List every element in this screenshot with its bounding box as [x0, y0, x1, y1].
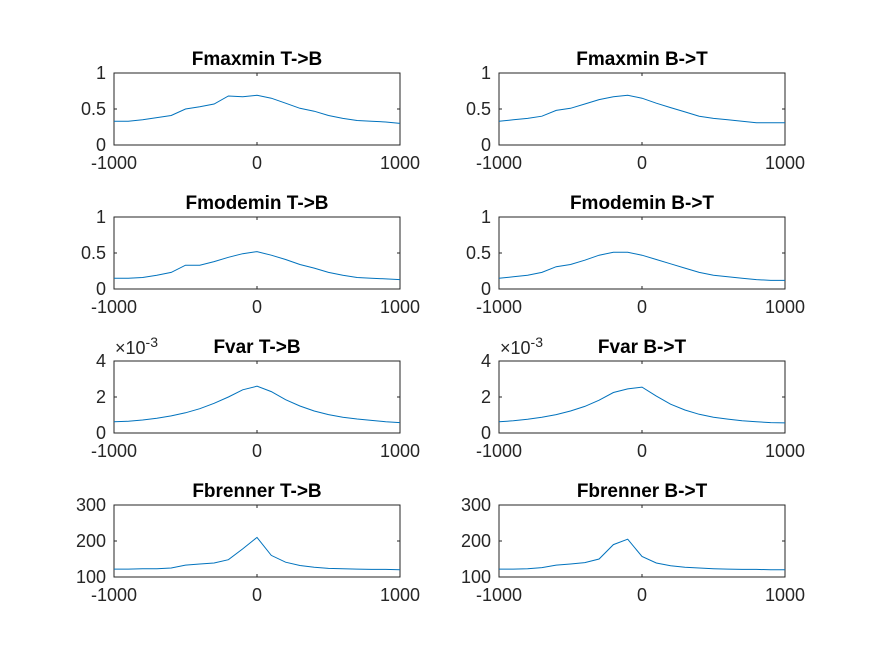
x-tick-label: -1000: [476, 153, 522, 173]
x-tick-label: 1000: [380, 441, 420, 461]
y-tick-label: 0: [481, 423, 491, 443]
x-tick-label: 0: [637, 585, 647, 605]
subplot-title: Fvar T->B: [213, 337, 300, 358]
axes-box: [498, 360, 786, 434]
subplot-7: 100 200 300 -1000 0 1000 Fbrenner T->B: [76, 481, 420, 605]
series-line: [114, 94, 401, 124]
x-tick-label: 0: [637, 441, 647, 461]
series-line: [113, 385, 401, 424]
y-tick-label: 0: [96, 423, 106, 443]
y-tick-label: 100: [461, 567, 491, 587]
x-tick-label: 1000: [765, 153, 805, 173]
x-tick-label: 0: [252, 297, 262, 317]
y-axis-multiplier: ×10-3: [115, 334, 158, 358]
subplot-title: Fvar B->T: [598, 337, 687, 358]
series-line: [498, 251, 785, 281]
x-tick-label: 1000: [380, 153, 420, 173]
x-tick-label: -1000: [91, 297, 137, 317]
x-tick-label: 0: [252, 585, 262, 605]
x-tick-label: 1000: [765, 441, 805, 461]
series-line: [498, 386, 786, 424]
y-tick-label: 1: [481, 207, 491, 227]
axes-box: [498, 72, 786, 146]
axes-box: [498, 504, 786, 578]
y-tick-label: 2: [481, 387, 491, 407]
y-tick-label: 0.5: [466, 99, 491, 119]
x-tick-label: 1000: [380, 297, 420, 317]
x-tick-label: -1000: [91, 441, 137, 461]
series-line: [498, 94, 785, 124]
axes-box: [113, 504, 401, 578]
y-tick-label: 1: [481, 63, 491, 83]
series-line: [114, 251, 401, 281]
series-line: [499, 538, 785, 571]
subplot-title: Fmaxmin T->B: [192, 49, 322, 70]
y-tick-label: 0: [481, 279, 491, 299]
x-tick-label: 0: [637, 153, 647, 173]
subplot-title: Fbrenner B->T: [577, 481, 708, 502]
y-tick-label: 100: [76, 567, 106, 587]
x-tick-label: -1000: [91, 585, 137, 605]
x-tick-label: 0: [637, 297, 647, 317]
x-tick-label: -1000: [476, 297, 522, 317]
y-tick-label: 4: [481, 351, 491, 371]
y-tick-label: 0.5: [466, 243, 491, 263]
y-tick-label: 0.5: [81, 243, 106, 263]
x-tick-label: -1000: [91, 153, 137, 173]
y-tick-label: 0: [481, 135, 491, 155]
axes-box: [498, 216, 786, 290]
x-tick-label: 0: [252, 441, 262, 461]
subplot-title: Fmodemin T->B: [185, 193, 328, 214]
y-tick-label: 200: [76, 531, 106, 551]
y-tick-label: 300: [461, 495, 491, 515]
y-axis-multiplier: ×10-3: [500, 334, 543, 358]
subplot-8: 100 200 300 -1000 0 1000 Fbrenner B->T: [461, 481, 805, 605]
subplot-title: Fmodemin B->T: [570, 193, 714, 214]
x-tick-label: 1000: [765, 297, 805, 317]
y-tick-label: 300: [76, 495, 106, 515]
axes-box: [113, 360, 401, 434]
y-tick-label: 1: [96, 207, 106, 227]
subplot-title: Fbrenner T->B: [192, 481, 321, 502]
y-tick-label: 200: [461, 531, 491, 551]
x-tick-label: -1000: [476, 585, 522, 605]
y-tick-label: 0: [96, 279, 106, 299]
series-line: [114, 536, 401, 571]
x-tick-label: -1000: [476, 441, 522, 461]
y-tick-label: 0.5: [81, 99, 106, 119]
x-tick-label: 1000: [380, 585, 420, 605]
y-tick-label: 0: [96, 135, 106, 155]
y-tick-label: 2: [96, 387, 106, 407]
y-tick-label: 4: [96, 351, 106, 371]
x-tick-label: 0: [252, 153, 262, 173]
x-tick-label: 1000: [765, 585, 805, 605]
subplot-title: Fmaxmin B->T: [576, 49, 708, 70]
axes-box: [113, 72, 401, 146]
axes-box: [113, 216, 401, 290]
y-tick-label: 1: [96, 63, 106, 83]
